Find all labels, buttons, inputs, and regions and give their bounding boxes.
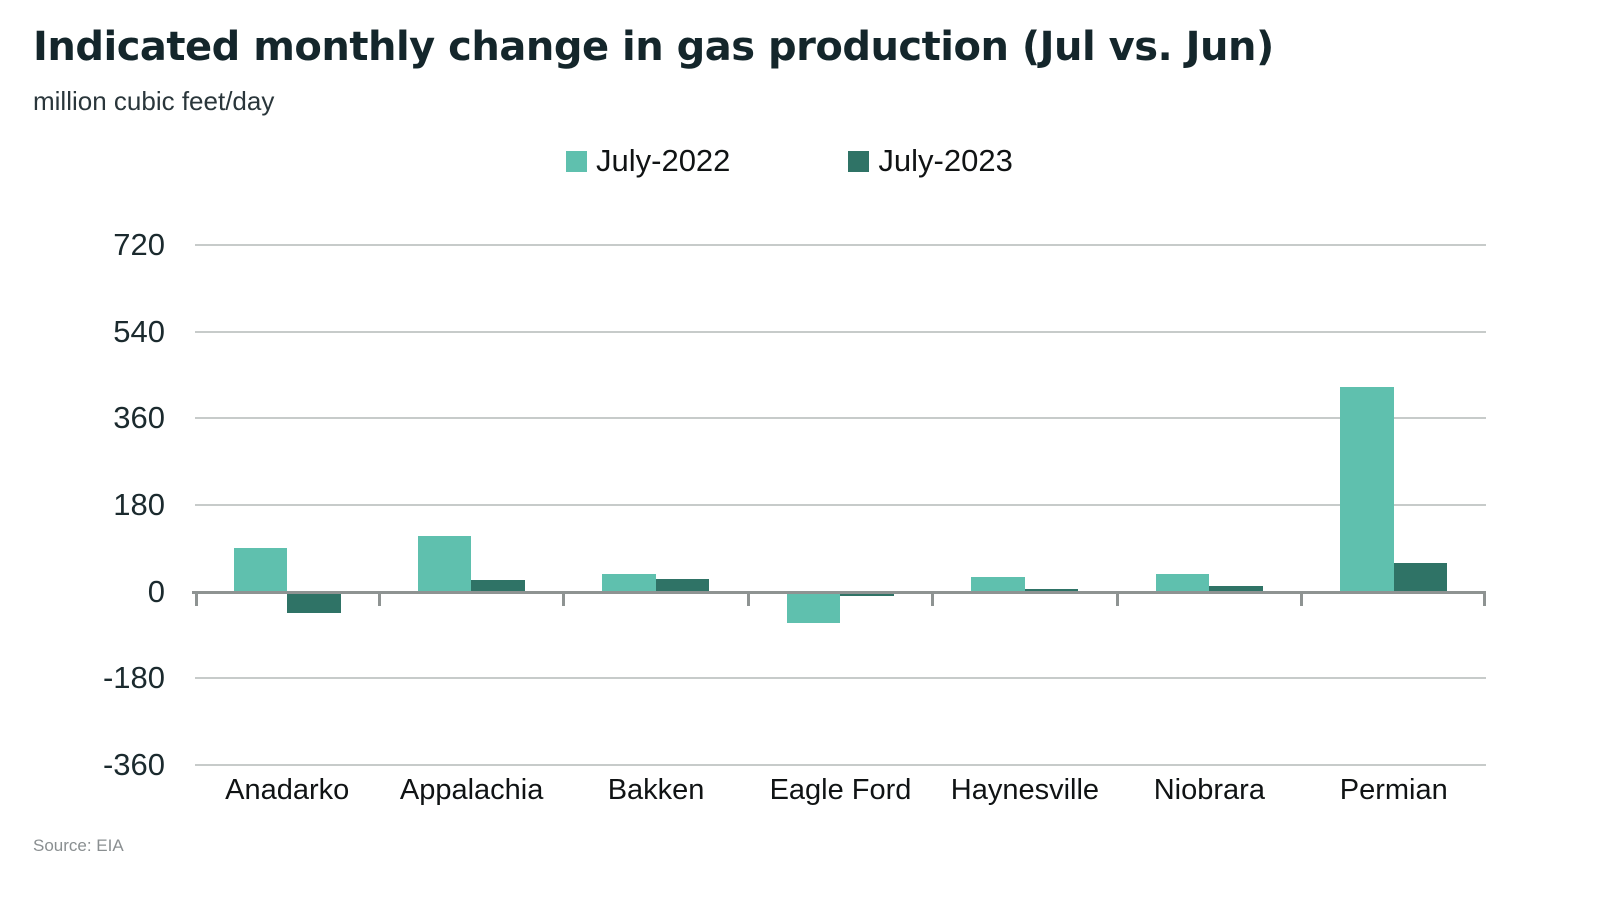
x-axis-label-permian: Permian [1339, 774, 1448, 806]
legend-swatch-july-2022-icon [566, 150, 587, 172]
x-axis-label-niobrara: Niobrara [1153, 774, 1265, 806]
x-axis-tick-0 [195, 590, 198, 606]
x-axis-tick-2 [562, 590, 566, 606]
chart-subtitle: million cubic feet/day [33, 86, 275, 116]
bar-july-2023-niobrara [1209, 585, 1263, 592]
y-axis-label-720: 720 [113, 227, 165, 262]
gridline-720 [195, 244, 1486, 246]
x-axis-tick-6 [1300, 590, 1304, 606]
y-axis-label-360: 360 [113, 400, 165, 436]
bar-july-2022-bakken [602, 574, 656, 592]
x-axis-label-appalachia: Appalachia [399, 774, 544, 806]
y-axis-label-180: 180 [113, 487, 165, 522]
x-axis-tick-5 [1115, 590, 1119, 606]
bar-july-2022-permian [1340, 387, 1394, 592]
x-axis-label-eagle-ford: Eagle Ford [769, 774, 912, 806]
y-axis-label-540: 540 [113, 313, 165, 349]
legend-label-july-2023: July-2023 [878, 143, 1013, 178]
x-axis-label-anadarko: Anadarko [225, 774, 350, 806]
gridline--180 [195, 677, 1486, 680]
gridline-360 [195, 417, 1486, 420]
y-axis-label--180: -180 [102, 660, 165, 696]
bar-july-2023-bakken [655, 579, 710, 592]
bar-july-2023-haynesville [1024, 589, 1079, 592]
x-axis-tick-1 [377, 590, 381, 606]
y-axis-label-0: 0 [147, 573, 165, 609]
legend: July-2022 July-2023 [566, 143, 1013, 179]
gridline-180 [195, 504, 1486, 506]
x-axis-line [192, 590, 1486, 594]
bar-july-2023-permian [1393, 562, 1448, 592]
bar-july-2022-appalachia [417, 536, 472, 592]
chart-title: Indicated monthly change in gas producti… [33, 24, 1274, 70]
bar-july-2022-niobrara [1155, 574, 1210, 592]
y-axis-label--360: -360 [102, 747, 165, 782]
gridline-540 [195, 330, 1486, 333]
bar-july-2023-appalachia [471, 579, 525, 592]
x-axis-tick-4 [931, 590, 935, 606]
legend-item-july-2022: July-2022 [566, 143, 730, 179]
x-axis-tick-7 [1483, 590, 1486, 606]
legend-swatch-july-2023-icon [848, 150, 870, 172]
source-note: Source: EIA [33, 836, 124, 855]
bar-july-2022-anadarko [233, 548, 287, 592]
bar-july-2022-haynesville [971, 577, 1025, 592]
bar-july-2022-eagle-ford [786, 591, 841, 623]
legend-item-july-2023: July-2023 [848, 143, 1013, 179]
legend-label-july-2022: July-2022 [596, 143, 731, 178]
x-axis-label-haynesville: Haynesville [950, 774, 1100, 806]
x-axis-tick-3 [746, 590, 750, 606]
x-axis-label-bakken: Bakken [607, 774, 705, 806]
gridline--360 [195, 764, 1486, 766]
bar-july-2023-anadarko [287, 591, 341, 614]
